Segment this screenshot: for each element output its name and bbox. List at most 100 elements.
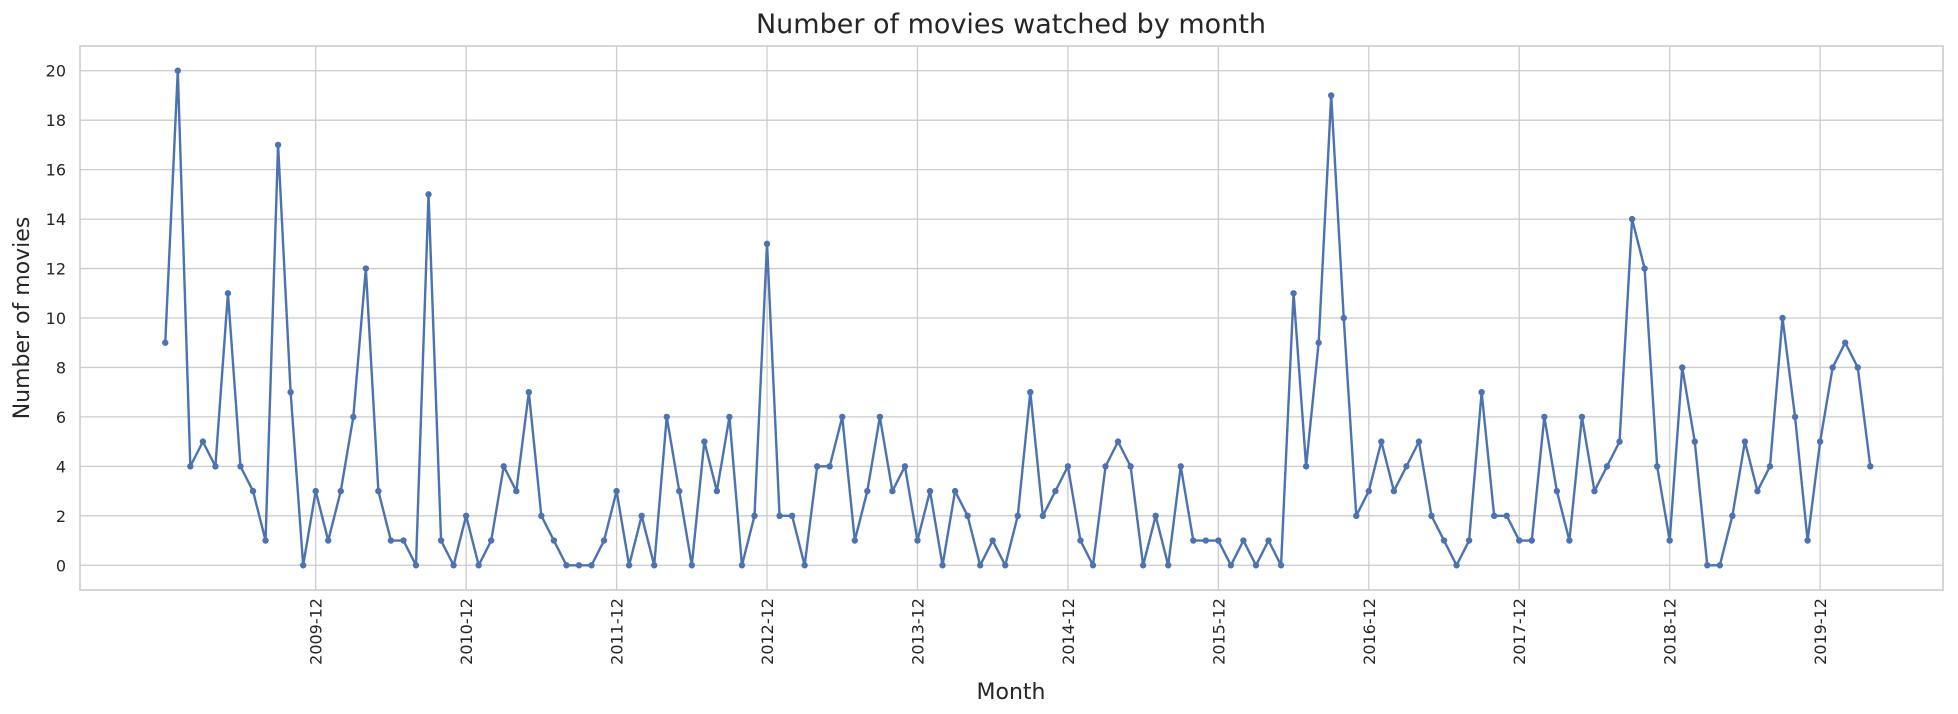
data-point xyxy=(400,537,407,544)
data-point xyxy=(1628,215,1636,223)
data-point xyxy=(525,388,533,396)
data-point xyxy=(437,537,445,544)
data-point xyxy=(387,537,395,544)
data-point xyxy=(713,487,721,495)
data-point xyxy=(1729,512,1736,520)
data-point xyxy=(738,562,746,569)
data-point xyxy=(1114,438,1122,445)
data-point xyxy=(1139,562,1147,569)
data-point xyxy=(1403,463,1410,470)
data-point xyxy=(1240,537,1247,544)
data-point xyxy=(1603,463,1611,470)
data-point xyxy=(1578,413,1586,421)
data-point xyxy=(563,562,570,569)
data-point xyxy=(650,562,658,569)
data-point xyxy=(1779,314,1786,322)
x-axis-ticks: 2009-12 2010-12 2011-12 2012-12 2013-12 2014-… xyxy=(307,598,1830,665)
data-point xyxy=(1679,364,1686,371)
data-point xyxy=(1227,562,1235,569)
x-tick-label: 2010-12 xyxy=(457,598,476,665)
data-point xyxy=(488,537,495,544)
data-point xyxy=(726,413,733,421)
data-point xyxy=(1591,487,1598,495)
y-tick-label: 0 xyxy=(56,556,66,575)
data-point xyxy=(1027,388,1034,396)
data-point xyxy=(1165,562,1172,569)
data-point xyxy=(763,240,771,248)
data-point xyxy=(1553,487,1561,495)
data-point xyxy=(1102,463,1109,470)
data-point xyxy=(1428,512,1435,520)
data-point xyxy=(1252,562,1260,569)
data-point xyxy=(964,512,971,520)
x-axis-label: Month xyxy=(977,680,1046,705)
data-point xyxy=(1854,364,1861,371)
data-point xyxy=(1842,339,1849,346)
chart-title: Number of movies watched by month xyxy=(756,9,1266,40)
x-tick-label: 2009-12 xyxy=(307,598,326,665)
data-point xyxy=(1014,512,1021,520)
data-point xyxy=(287,388,294,396)
y-tick-label: 16 xyxy=(46,161,66,180)
data-point xyxy=(989,537,996,544)
data-point xyxy=(1516,537,1523,544)
data-point xyxy=(1290,290,1297,297)
data-point xyxy=(1039,512,1047,520)
data-point xyxy=(575,562,583,569)
data-point xyxy=(1378,438,1385,445)
data-point xyxy=(500,463,507,470)
data-point xyxy=(1616,438,1623,445)
x-tick-label: 2013-12 xyxy=(908,598,927,665)
data-point xyxy=(1528,537,1535,544)
x-tick-label: 2018-12 xyxy=(1661,598,1680,665)
data-point xyxy=(788,512,796,520)
data-point xyxy=(813,463,821,470)
data-point xyxy=(262,537,269,544)
data-point xyxy=(613,487,620,495)
data-point xyxy=(362,265,370,272)
data-point xyxy=(1353,512,1360,520)
data-point xyxy=(1327,92,1335,99)
data-point xyxy=(199,438,207,445)
y-tick-label: 2 xyxy=(56,507,66,526)
data-point xyxy=(663,413,670,421)
x-tick-label: 2017-12 xyxy=(1510,598,1529,665)
data-point xyxy=(1641,265,1648,272)
data-point xyxy=(350,413,357,421)
data-point xyxy=(1440,537,1448,544)
data-point xyxy=(1566,537,1573,544)
data-point xyxy=(1653,463,1661,470)
data-point xyxy=(550,537,558,544)
data-point xyxy=(688,562,696,569)
data-point xyxy=(475,562,482,569)
y-tick-label: 12 xyxy=(46,260,66,279)
data-point xyxy=(513,487,520,495)
data-point xyxy=(375,487,382,495)
data-point xyxy=(187,463,194,470)
data-point xyxy=(162,339,169,346)
data-point xyxy=(876,413,884,421)
data-point xyxy=(1152,512,1159,520)
y-axis-ticks: 0 2 4 6 8 10 12 14 16 18 20 xyxy=(46,62,66,576)
data-point xyxy=(1415,438,1423,445)
data-point xyxy=(1202,537,1210,544)
data-point xyxy=(776,512,783,520)
data-point xyxy=(299,562,307,569)
data-point xyxy=(1365,487,1373,495)
data-point xyxy=(425,191,432,198)
y-tick-label: 6 xyxy=(56,408,66,427)
data-point xyxy=(1077,537,1084,544)
x-tick-label: 2015-12 xyxy=(1209,598,1228,665)
data-point xyxy=(638,512,645,520)
data-point xyxy=(237,463,244,470)
data-point xyxy=(851,537,858,544)
data-point xyxy=(1867,463,1874,470)
data-point xyxy=(312,487,319,495)
data-point xyxy=(212,463,219,470)
data-point xyxy=(1741,438,1749,445)
data-point xyxy=(325,537,332,544)
data-point xyxy=(751,512,758,520)
y-tick-label: 14 xyxy=(46,210,66,229)
grid xyxy=(80,46,1943,590)
